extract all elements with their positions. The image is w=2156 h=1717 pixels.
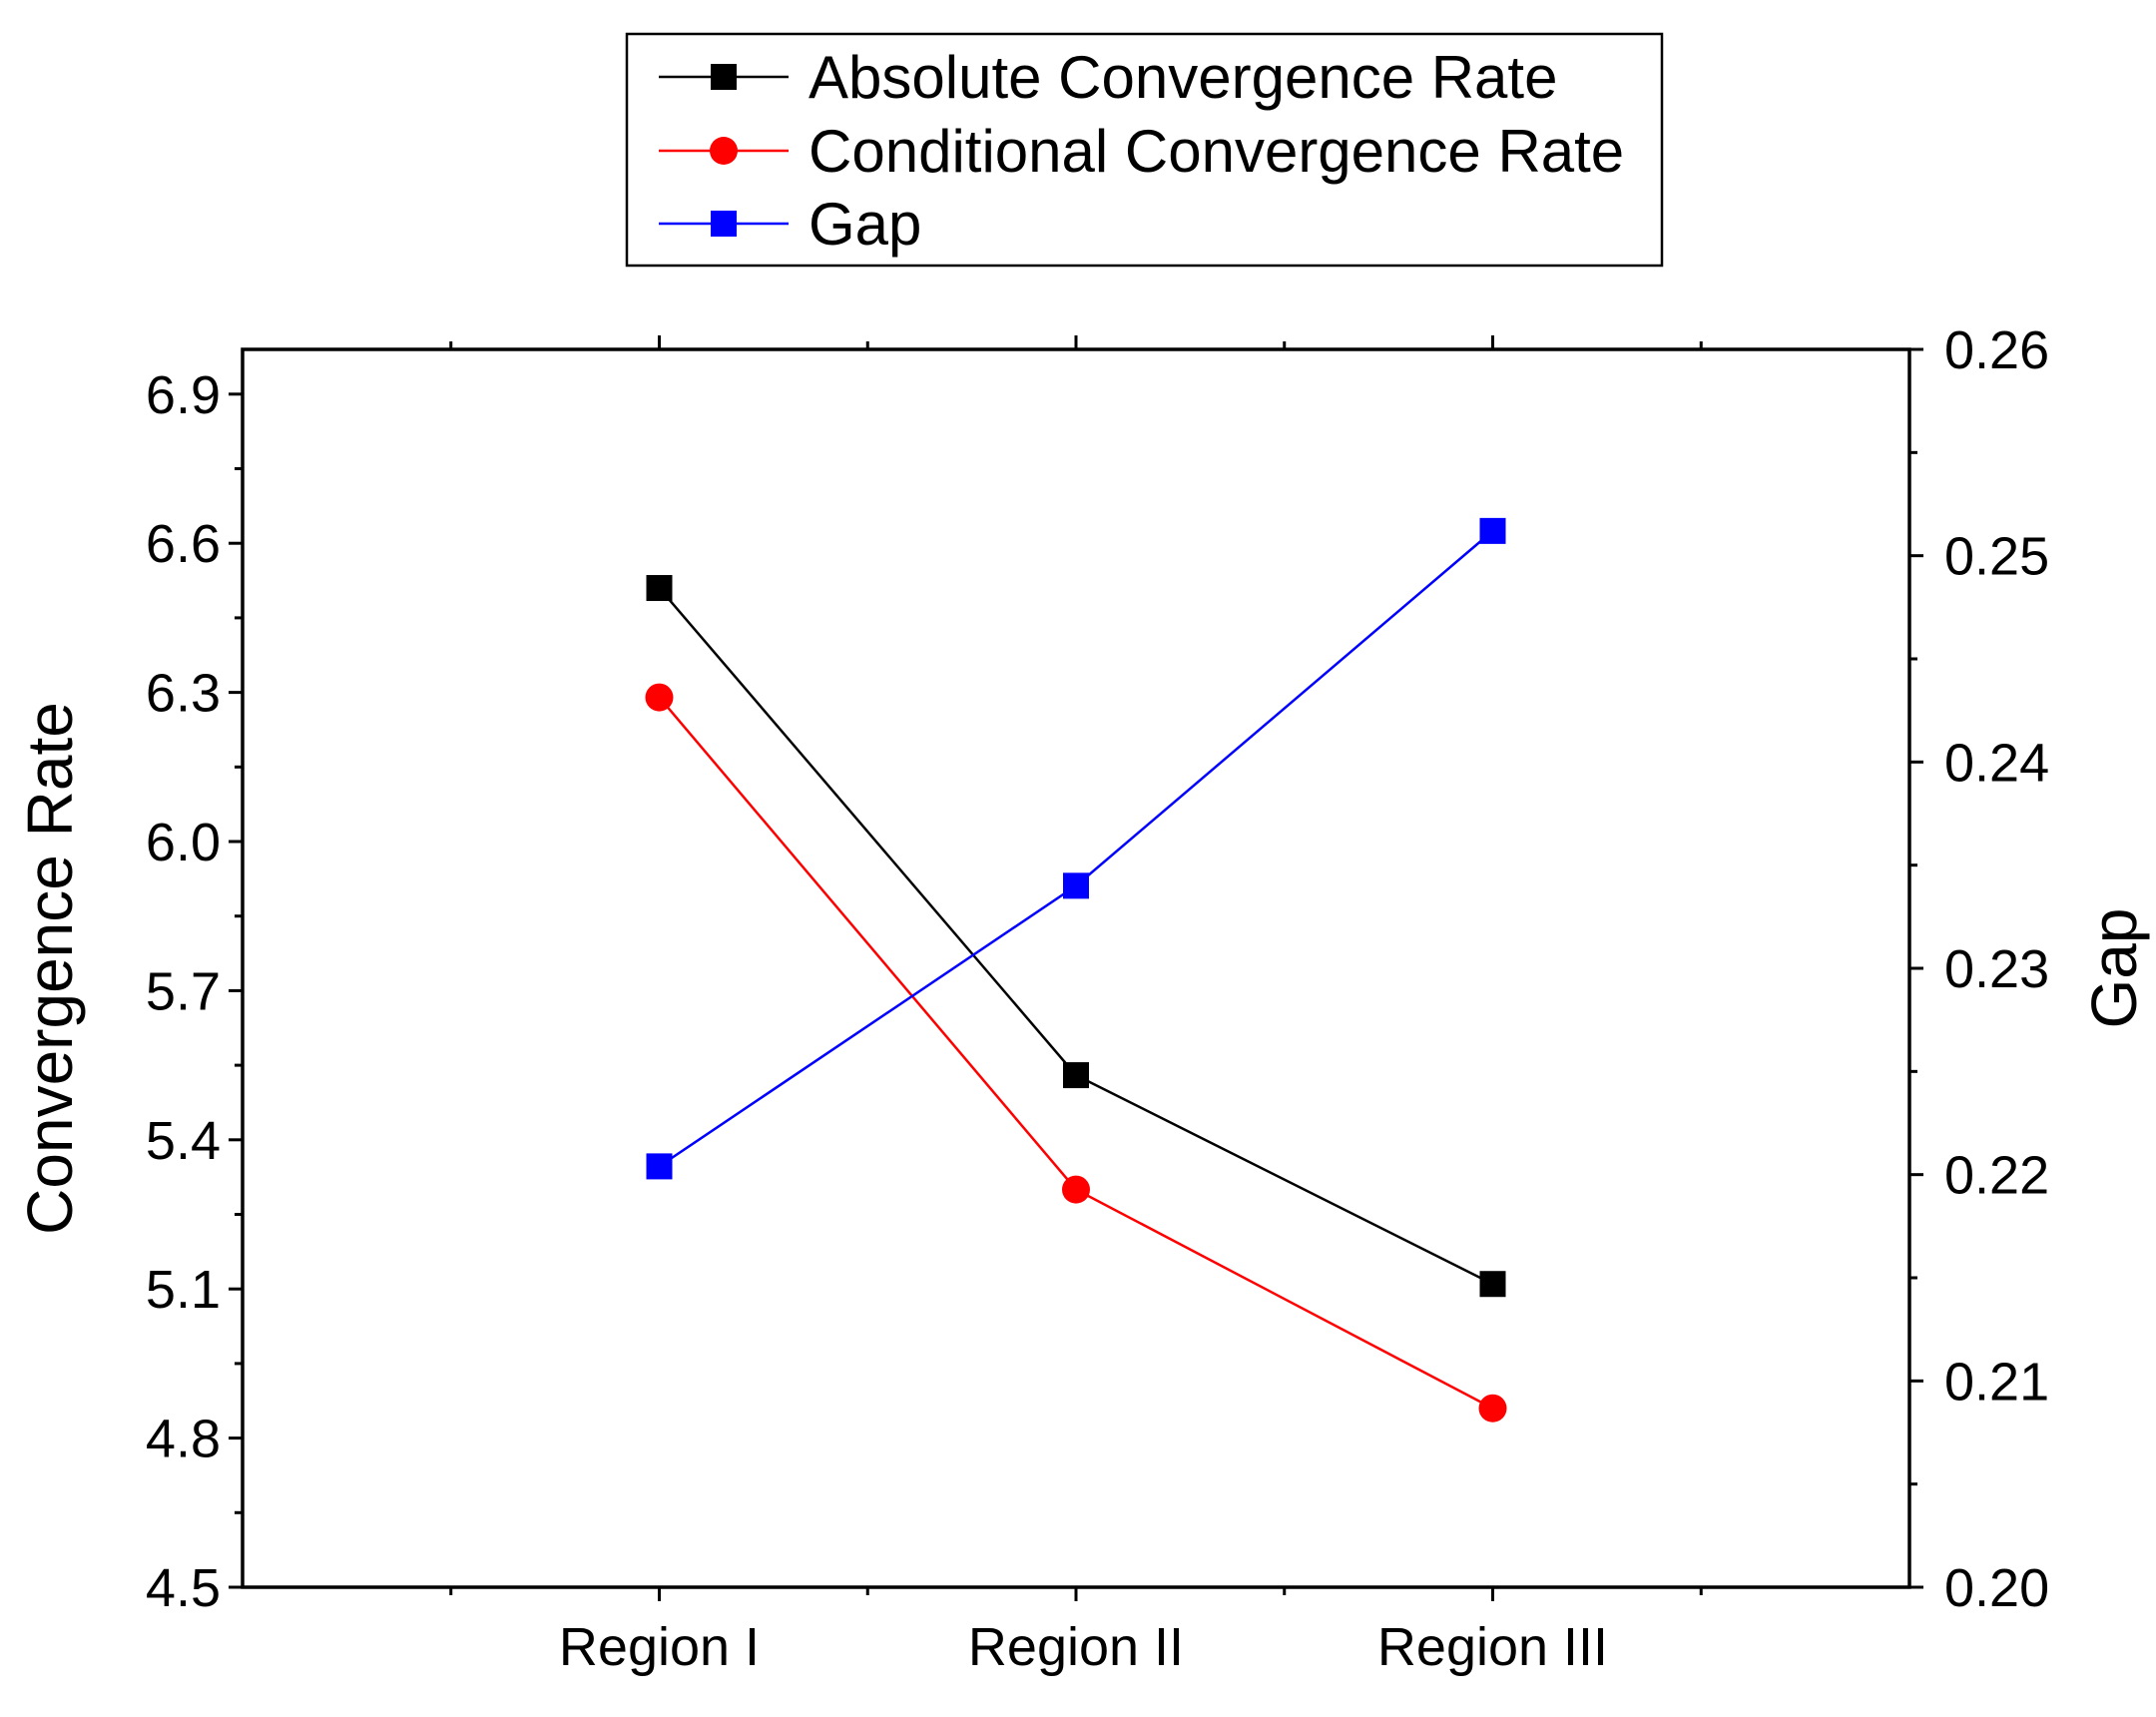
y2-tick-label-5: 0.25 [1944,527,2049,587]
point-0-2 [1479,1271,1506,1298]
point-2-1 [1063,872,1089,899]
point-1-0 [645,683,674,712]
right-axis: 0.20 0.21 0.22 0.23 0.24 0.25 0.26 [1909,320,2049,1618]
series-lines [658,529,1494,1410]
legend-marker-gap [711,211,737,237]
y-tick-label-0: 4.5 [146,1558,221,1618]
legend-item-gap: Gap [659,191,921,258]
point-1-2 [1478,1394,1507,1423]
y2-tick-label-1: 0.21 [1944,1352,2049,1412]
y-tick-label-2: 5.1 [146,1260,221,1320]
y2-tick-label-6: 0.26 [1944,320,2049,380]
legend-label-absolute: Absolute Convergence Rate [808,44,1557,111]
left-axis: 4.5 4.8 5.1 5.4 5.7 6.0 6.3 6.6 6.9 [146,365,243,1618]
y-tick-label-6: 6.3 [146,664,221,724]
point-1-1 [1062,1175,1090,1204]
y-tick-label-4: 5.7 [146,961,221,1021]
point-2-0 [646,1153,673,1180]
y2-tick-label-0: 0.20 [1944,1558,2049,1618]
x-axis: Region I Region II Region III [449,335,1703,1677]
x-tick-label-1: Region II [968,1617,1184,1677]
x-tick-label-0: Region I [559,1617,760,1677]
legend-item-conditional: Conditional Convergence Rate [659,118,1624,185]
series-markers [645,517,1507,1423]
legend-label-conditional: Conditional Convergence Rate [808,118,1624,185]
y2-tick-label-4: 0.24 [1944,733,2049,793]
y2-tick-label-3: 0.23 [1944,939,2049,999]
legend-marker-absolute [711,64,737,90]
legend-box [625,32,1664,268]
legend-item-absolute: Absolute Convergence Rate [659,44,1557,111]
y-tick-label-3: 5.4 [146,1111,221,1171]
point-0-1 [1063,1062,1089,1089]
x-tick-label-2: Region III [1377,1617,1608,1677]
legend-marker-conditional [710,137,738,165]
y2-axis-title: Gap [2078,908,2150,1029]
point-2-2 [1479,517,1506,544]
series-line-1 [658,696,1494,1410]
y-axis-title: Convergence Rate [14,702,86,1235]
y2-tick-label-2: 0.22 [1944,1146,2049,1206]
y-tick-label-7: 6.6 [146,514,221,574]
legend: Absolute Convergence Rate Conditional Co… [625,32,1664,268]
point-0-0 [646,575,673,602]
y-tick-label-8: 6.9 [146,365,221,425]
plot-frame [241,347,1911,1589]
legend-label-gap: Gap [808,191,921,258]
y-tick-label-1: 4.8 [146,1410,221,1469]
y-tick-label-5: 6.0 [146,813,221,872]
